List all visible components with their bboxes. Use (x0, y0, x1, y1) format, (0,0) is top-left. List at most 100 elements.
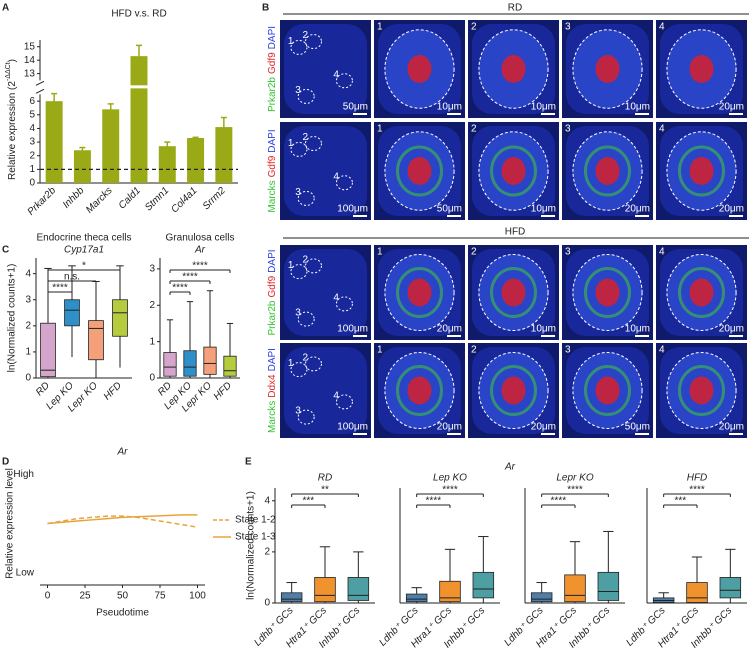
follicle-outline (335, 394, 353, 410)
scale-bar-label: 10μm (531, 204, 556, 215)
oocyte (407, 157, 432, 185)
box (88, 320, 104, 361)
scale-bar-label: 20μm (437, 324, 462, 335)
y-tick-label: 2 (25, 320, 31, 331)
chart-title: Lep KO (433, 473, 467, 484)
y-tick-label: 2 (149, 300, 155, 311)
panel-number: 2 (471, 124, 477, 135)
x-tick-label: 0 (45, 591, 51, 602)
panel-letter: B (262, 3, 269, 14)
y-tick-label: High (13, 469, 34, 480)
panel-number: 3 (565, 22, 571, 33)
stain-word: DAPI (267, 348, 278, 371)
granulosa (584, 145, 631, 197)
y-label-text: Relative expression (2 (7, 81, 18, 180)
y-tick-label: 4 (29, 123, 35, 134)
follicle-outline (297, 409, 315, 425)
overview-label: 4 (333, 171, 339, 182)
granulosa (396, 365, 443, 416)
tissue (284, 347, 367, 434)
panel-number: 1 (377, 247, 383, 258)
panel-number: 3 (565, 124, 571, 135)
overview-label: 2 (302, 255, 308, 266)
oocyte (407, 55, 432, 83)
follicle-outline (335, 73, 353, 89)
sig-label: **** (426, 496, 442, 507)
panel-number: 4 (659, 124, 665, 135)
chart-title: Endocrine theca cells (36, 233, 131, 244)
stain-label: Marcks Gdf9 DAPI (267, 129, 278, 212)
scale-bar-label: 20μm (719, 324, 744, 335)
y-label-sup: -ΔΔCt (5, 62, 12, 81)
overview-label: 4 (333, 391, 339, 402)
chart-title: HFD v.s. RD (111, 9, 166, 20)
oocyte (595, 55, 620, 83)
panel-letter: C (2, 245, 9, 256)
scale-bar-label: 20μm (625, 204, 650, 215)
sig-label: **** (52, 283, 68, 294)
panel-number: 2 (471, 345, 477, 356)
box (530, 592, 553, 603)
bar (215, 127, 233, 183)
y-tick-label: 1 (149, 336, 155, 347)
x-axis-label: Pseudotime (96, 608, 149, 619)
panel-number: 1 (377, 22, 383, 33)
follicle-outline (290, 362, 308, 378)
y-tick-label: 0 (264, 598, 270, 609)
follicle-outline (290, 39, 308, 55)
bar (187, 137, 205, 183)
follicle-outline (290, 264, 308, 280)
scale-bar-label: 20μm (531, 422, 556, 433)
chart-title: Granulosa cells (166, 233, 235, 244)
panel-letter: E (245, 457, 252, 468)
stain-word: DAPI (267, 249, 278, 272)
x-tick-label: Srrm2 (201, 185, 228, 212)
oocyte (689, 55, 714, 83)
panel-number: 4 (659, 247, 665, 258)
y-tick-label: 2 (29, 150, 35, 161)
y-axis-label: ln(Normalized counts+1) (246, 491, 257, 600)
x-tick-label: 100 (189, 591, 206, 602)
box (686, 582, 708, 603)
scale-bar-label: 10μm (625, 102, 650, 113)
axis-break (35, 88, 45, 94)
oocyte (501, 55, 526, 83)
panel-number: 3 (565, 247, 571, 258)
series-line (47, 515, 198, 528)
granulosa (490, 145, 537, 197)
granulosa (678, 365, 725, 416)
panel-number: 2 (471, 22, 477, 33)
overview-label: 4 (333, 69, 339, 80)
y-tick-label: 6 (29, 96, 35, 107)
scale-bar-label: 10μm (531, 102, 556, 113)
sig-label: **** (567, 485, 583, 496)
oocyte (595, 376, 620, 405)
stain-word: Prkar2b (267, 77, 278, 112)
scale-bar-label: 10μm (531, 324, 556, 335)
granulosa (584, 365, 631, 416)
group-header: HFD (505, 227, 526, 238)
follicle-outline (304, 136, 322, 152)
scale-bar-label: 50μm (437, 204, 462, 215)
sig-label: * (82, 261, 86, 272)
sig-label: n.s. (64, 272, 80, 283)
box (112, 299, 128, 337)
y-tick-label: 13 (24, 68, 36, 79)
x-tick-label: Inhbb (61, 185, 87, 211)
stain-word: DAPI (267, 26, 278, 49)
y-tick-label: 5 (29, 109, 35, 120)
legend-label: State 1-3 (235, 532, 276, 543)
sig-label: **** (689, 485, 705, 496)
sig-label: **** (172, 283, 188, 294)
box (472, 571, 495, 599)
series-line (47, 514, 198, 525)
y-tick-label: 15 (24, 41, 36, 52)
y-tick-label: 0 (149, 373, 155, 384)
box (203, 346, 217, 375)
y-tick-label: 14 (24, 55, 36, 66)
sig-label: **** (182, 272, 198, 283)
y-tick-label: 3 (25, 294, 31, 305)
granulosa (396, 267, 443, 318)
overview-label: 2 (302, 132, 308, 143)
